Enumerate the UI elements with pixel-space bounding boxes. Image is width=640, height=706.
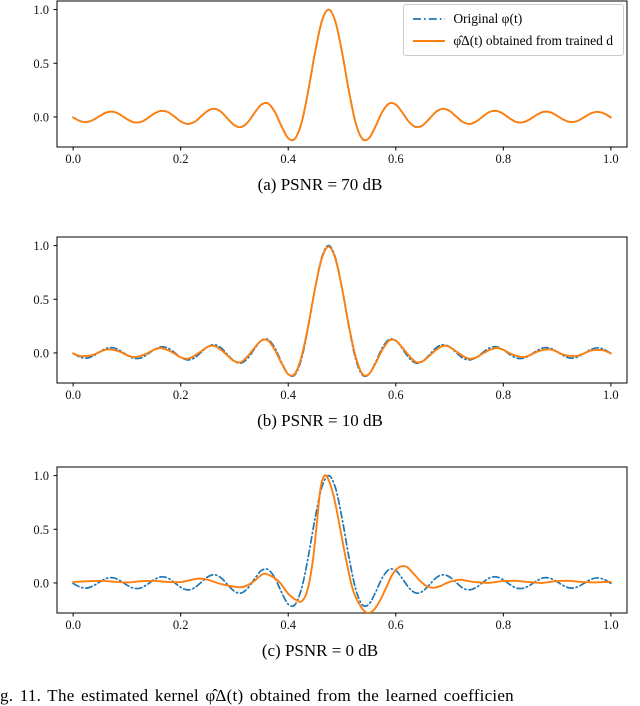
x-tick-label: 0.6 — [388, 152, 404, 166]
y-tick-label: 1.0 — [33, 3, 49, 17]
legend-entry-original: Original φ(t) — [412, 11, 613, 27]
subplot-b: 0.0 0.2 0.4 0.6 0.8 1.0 0.0 0.5 1.0 (b) PSNR = 1… — [0, 236, 640, 432]
y-tick-label: 1.0 — [33, 239, 49, 253]
curve-original — [72, 474, 612, 608]
curve-original — [72, 244, 612, 378]
dashdot-line-sample — [413, 18, 446, 20]
y-tick-label: 0.5 — [33, 523, 49, 537]
subplot-a-axes: 0.0 0.2 0.4 0.6 0.8 1.0 0.0 0.5 1.0 — [33, 0, 628, 166]
legend-label-estimated: φ̂Δ(t) obtained from trained d — [453, 33, 613, 48]
x-tick-label: 0.0 — [65, 152, 81, 166]
subplot-b-axes: 0.0 0.2 0.4 0.6 0.8 1.0 0.0 0.5 1.0 — [33, 236, 628, 402]
axes-frame — [56, 0, 628, 148]
subplot-c-axes: 0.0 0.2 0.4 0.6 0.8 1.0 0.0 0.5 1.0 — [33, 466, 628, 632]
x-tick-label: 0.0 — [65, 618, 81, 632]
x-tick-label: 0.8 — [496, 618, 512, 632]
subplot-a: 0.0 0.2 0.4 0.6 0.8 1.0 0.0 0.5 1.0 Original φ(t… — [0, 0, 640, 196]
x-tick-label: 0.2 — [173, 618, 189, 632]
subplot-c: 0.0 0.2 0.4 0.6 0.8 1.0 0.0 0.5 1.0 (c) PSNR = 0… — [0, 466, 640, 662]
x-tick-label: 1.0 — [603, 388, 619, 402]
x-tick-label: 0.4 — [280, 618, 296, 632]
figure-caption: g. 11. The estimated kernel φ̂Δ(t) obtai… — [0, 686, 514, 705]
curve-estimated — [72, 8, 612, 142]
x-tick-label: 0.2 — [173, 152, 189, 166]
x-tick-label: 0.0 — [65, 388, 81, 402]
legend-entry-estimated: φ̂Δ(t) obtained from trained d — [412, 33, 613, 49]
x-tick-label: 1.0 — [603, 618, 619, 632]
subplot-b-caption: (b) PSNR = 10 dB — [257, 411, 383, 430]
x-tick-label: 0.6 — [388, 388, 404, 402]
subplot-c-caption: (c) PSNR = 0 dB — [261, 641, 379, 660]
x-tick-label: 0.8 — [496, 152, 512, 166]
y-tick-label: 1.0 — [33, 469, 49, 483]
subplot-a-caption: (a) PSNR = 70 dB — [257, 175, 383, 194]
axes-frame — [56, 466, 628, 614]
y-tick-label: 0.0 — [33, 346, 49, 360]
axes-frame — [56, 236, 628, 384]
legend: Original φ(t) φ̂Δ(t) obtained from train… — [403, 4, 624, 56]
curve-estimated — [72, 474, 612, 613]
x-tick-label: 0.4 — [280, 388, 296, 402]
curve-estimated — [72, 245, 612, 377]
x-tick-label: 0.8 — [496, 388, 512, 402]
x-tick-label: 0.4 — [280, 152, 296, 166]
x-tick-label: 0.2 — [173, 388, 189, 402]
y-tick-label: 0.0 — [33, 576, 49, 590]
y-tick-label: 0.0 — [33, 110, 49, 124]
x-tick-label: 1.0 — [603, 152, 619, 166]
solid-line-sample — [413, 40, 446, 42]
x-tick-label: 0.6 — [388, 618, 404, 632]
y-tick-label: 0.5 — [33, 57, 49, 71]
y-tick-label: 0.5 — [33, 293, 49, 307]
legend-label-original: Original φ(t) — [453, 11, 523, 26]
